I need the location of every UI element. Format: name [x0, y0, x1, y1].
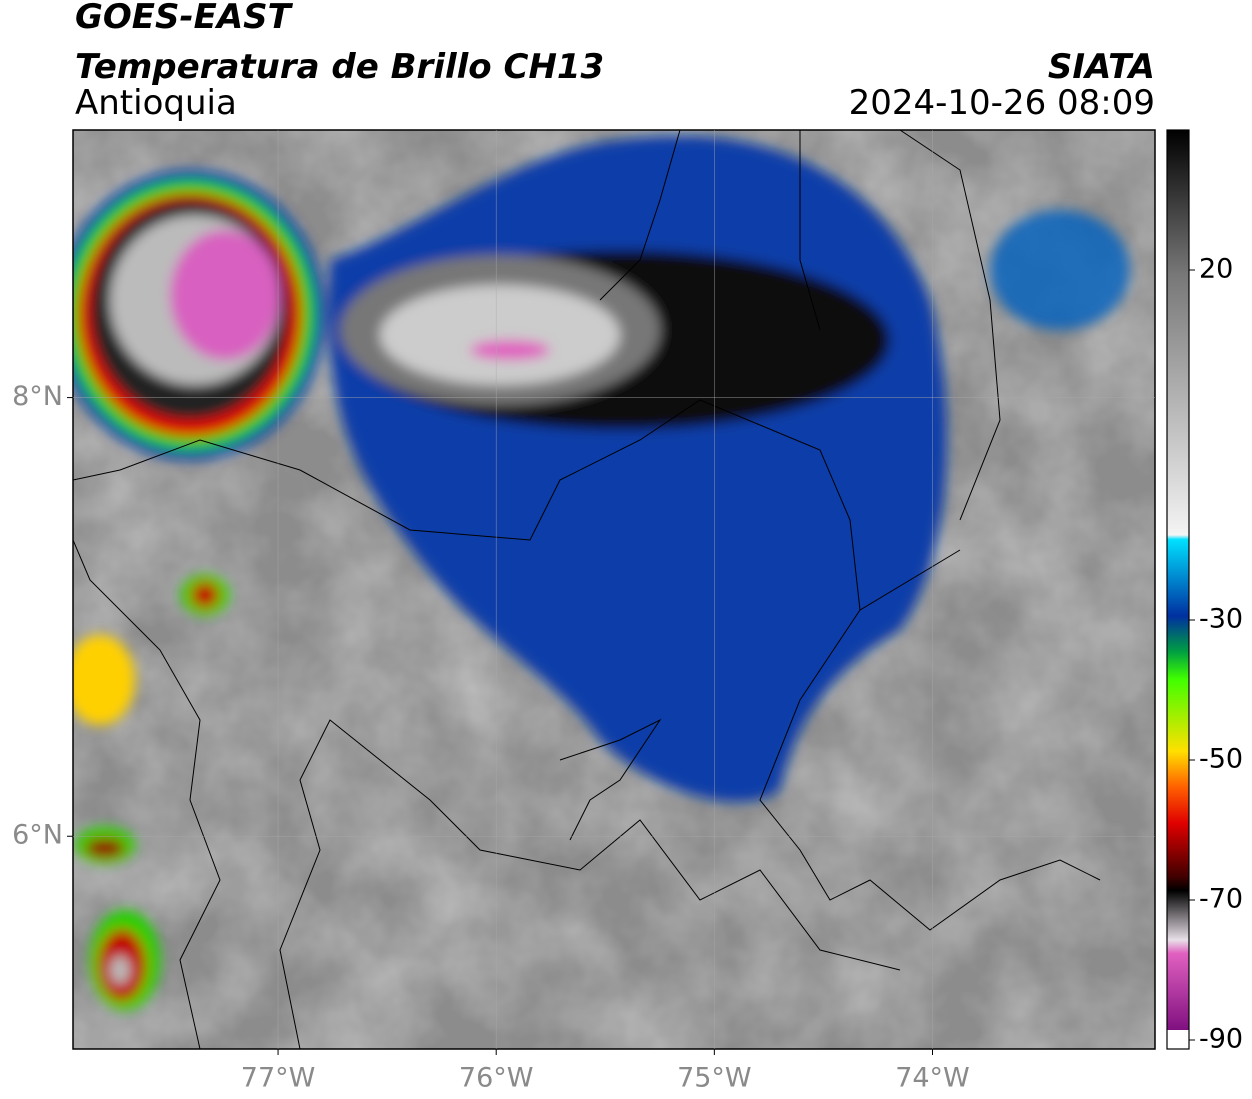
product-title: Temperatura de Brillo CH13 [75, 47, 604, 87]
colorbar [1167, 130, 1189, 1030]
lon-label: 75°W [677, 1063, 752, 1094]
colorbar-label: -50 [1199, 744, 1243, 775]
colorbar-label: -70 [1199, 884, 1243, 915]
colorbar-frame [1166, 129, 1190, 1050]
colorbar-under [1167, 1030, 1189, 1049]
colorbar-label: -90 [1199, 1024, 1243, 1055]
colorbar-label: -30 [1199, 604, 1243, 635]
datetime: 2024-10-26 08:09 [849, 83, 1155, 123]
source: SIATA [1048, 47, 1155, 87]
region: Antioquia [75, 83, 237, 123]
lon-label: 76°W [459, 1063, 534, 1094]
lat-label: 8°N [12, 381, 63, 412]
map-frame [72, 129, 1156, 1050]
lon-label: 77°W [241, 1063, 316, 1094]
satellite-image [73, 130, 1155, 1049]
satellite-title: GOES-EAST [75, 0, 294, 37]
lon-label: 74°W [895, 1063, 970, 1094]
lat-label: 6°N [12, 820, 63, 851]
colorbar-label: 20 [1199, 254, 1233, 285]
